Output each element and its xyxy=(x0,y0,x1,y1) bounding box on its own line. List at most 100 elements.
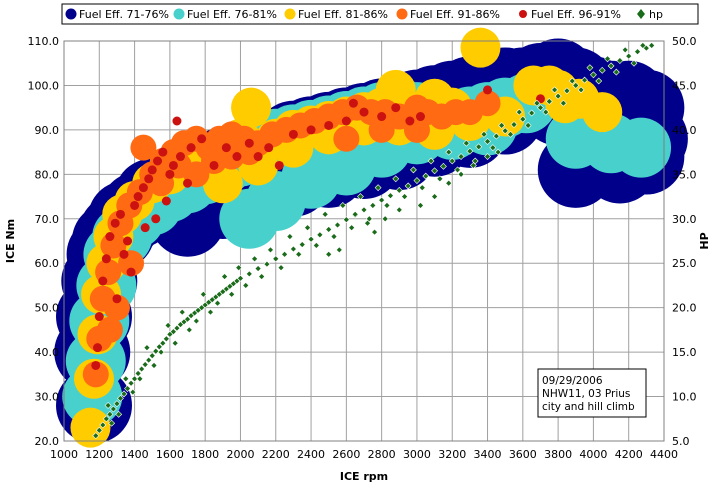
hp-point xyxy=(378,196,386,204)
hp-point xyxy=(639,42,647,49)
data-layer xyxy=(54,27,688,448)
hp-point xyxy=(475,143,483,151)
x-tick-label: 1000 xyxy=(50,448,78,461)
efficiency-bubble xyxy=(115,209,125,219)
hp-point xyxy=(427,157,435,165)
y-tick-labels: 20.0 30.0 40.0 50.0 60.0 70.0 80.0 90.0 100.0 110… xyxy=(28,35,60,448)
hp-point xyxy=(494,148,502,156)
efficiency-bubble xyxy=(130,200,140,210)
x-tick-label: 1400 xyxy=(121,448,149,461)
efficiency-bubble xyxy=(348,98,358,108)
efficiency-bubble xyxy=(101,254,111,264)
hp-point xyxy=(634,48,641,56)
x-tick-label: 3800 xyxy=(544,448,572,461)
hp-point xyxy=(519,115,527,123)
hp-point xyxy=(286,233,294,240)
efficiency-bubble xyxy=(183,178,193,188)
hp-point xyxy=(138,365,146,373)
hp-point xyxy=(335,246,343,254)
hp-point xyxy=(342,216,350,224)
hp-point xyxy=(221,273,229,280)
hp-point xyxy=(484,153,491,160)
hp-point xyxy=(277,264,285,272)
hp-point xyxy=(184,315,191,323)
efficiency-bubble xyxy=(405,116,415,126)
efficiency-bubble xyxy=(231,87,272,128)
hp-point xyxy=(104,402,112,409)
hp-point xyxy=(164,322,172,329)
efficiency-bubble xyxy=(244,138,254,148)
x-tick-label: 2400 xyxy=(297,448,325,461)
hp-point xyxy=(492,132,500,140)
hp-point xyxy=(533,99,541,107)
efficiency-bubble xyxy=(91,360,101,370)
y2-axis-title: HP xyxy=(698,232,711,249)
efficiency-bubble xyxy=(288,129,298,139)
efficiency-bubble xyxy=(96,316,123,343)
efficiency-bubble xyxy=(168,160,178,170)
efficiency-bubble xyxy=(186,143,196,153)
hp-point xyxy=(510,121,518,128)
y2-tick-label: 20.0 xyxy=(672,302,697,315)
hp-point xyxy=(586,64,594,72)
hp-point xyxy=(242,282,250,289)
hp-point xyxy=(155,343,163,351)
hp-point xyxy=(136,375,144,383)
hp-point xyxy=(528,109,536,117)
hp-point xyxy=(431,167,439,175)
y-tick-label: 90.0 xyxy=(35,124,60,137)
hp-point xyxy=(171,339,179,347)
hp-point xyxy=(604,55,611,63)
efficiency-bubble xyxy=(535,94,545,104)
efficiency-bubble xyxy=(147,165,157,175)
efficiency-bubble xyxy=(70,407,111,448)
hp-point xyxy=(395,186,403,194)
efficiency-bubble xyxy=(151,214,161,224)
hp-point xyxy=(325,250,333,258)
efficiency-bubble xyxy=(165,169,175,179)
hp-point xyxy=(307,235,315,243)
hp-point xyxy=(235,264,243,272)
legend-label: Fuel Eff. 71-76% xyxy=(79,8,169,21)
y-tick-label: 100.0 xyxy=(28,79,60,92)
hp-point xyxy=(498,122,506,129)
hp-point xyxy=(157,348,165,356)
efficiency-bubble xyxy=(103,294,130,321)
efficiency-bubble xyxy=(232,152,242,162)
hp-point xyxy=(413,177,421,184)
y2-tick-label: 10.0 xyxy=(672,391,697,404)
legend-swatch xyxy=(519,10,527,18)
x-tick-label: 1600 xyxy=(156,448,184,461)
hp-point xyxy=(237,274,244,282)
y2-tick-label: 25.0 xyxy=(672,257,697,270)
hp-point xyxy=(401,193,409,200)
hp-point xyxy=(409,166,417,174)
efficiency-bubble xyxy=(306,125,316,135)
hp-point xyxy=(484,138,491,145)
legend-swatch xyxy=(173,8,185,20)
x-tick-label: 4200 xyxy=(615,448,643,461)
hp-point xyxy=(551,86,559,94)
efficiency-bubble xyxy=(172,116,182,126)
x-axis-title: ICE rpm xyxy=(340,470,388,483)
hp-point xyxy=(124,385,131,392)
hp-point xyxy=(445,148,453,156)
hp-point xyxy=(129,388,137,396)
efficiency-bubble xyxy=(460,27,501,68)
hp-point xyxy=(109,405,117,413)
hp-point xyxy=(392,175,400,183)
annotation-line-vehicle: NHW11, 03 Prius xyxy=(542,388,630,400)
y-axis-title: ICE Nm xyxy=(4,219,17,263)
hp-point xyxy=(207,308,214,316)
hp-point xyxy=(150,362,158,369)
hp-point xyxy=(113,400,121,408)
hp-point xyxy=(612,68,620,76)
hp-point xyxy=(630,59,638,67)
hp-point xyxy=(106,410,114,418)
hp-point xyxy=(507,130,514,138)
x-tick-label: 4400 xyxy=(650,448,678,461)
efficiency-bubble xyxy=(264,143,274,153)
hp-point xyxy=(572,82,580,89)
hp-point xyxy=(360,206,368,214)
y2-tick-label: 15.0 xyxy=(672,346,697,359)
